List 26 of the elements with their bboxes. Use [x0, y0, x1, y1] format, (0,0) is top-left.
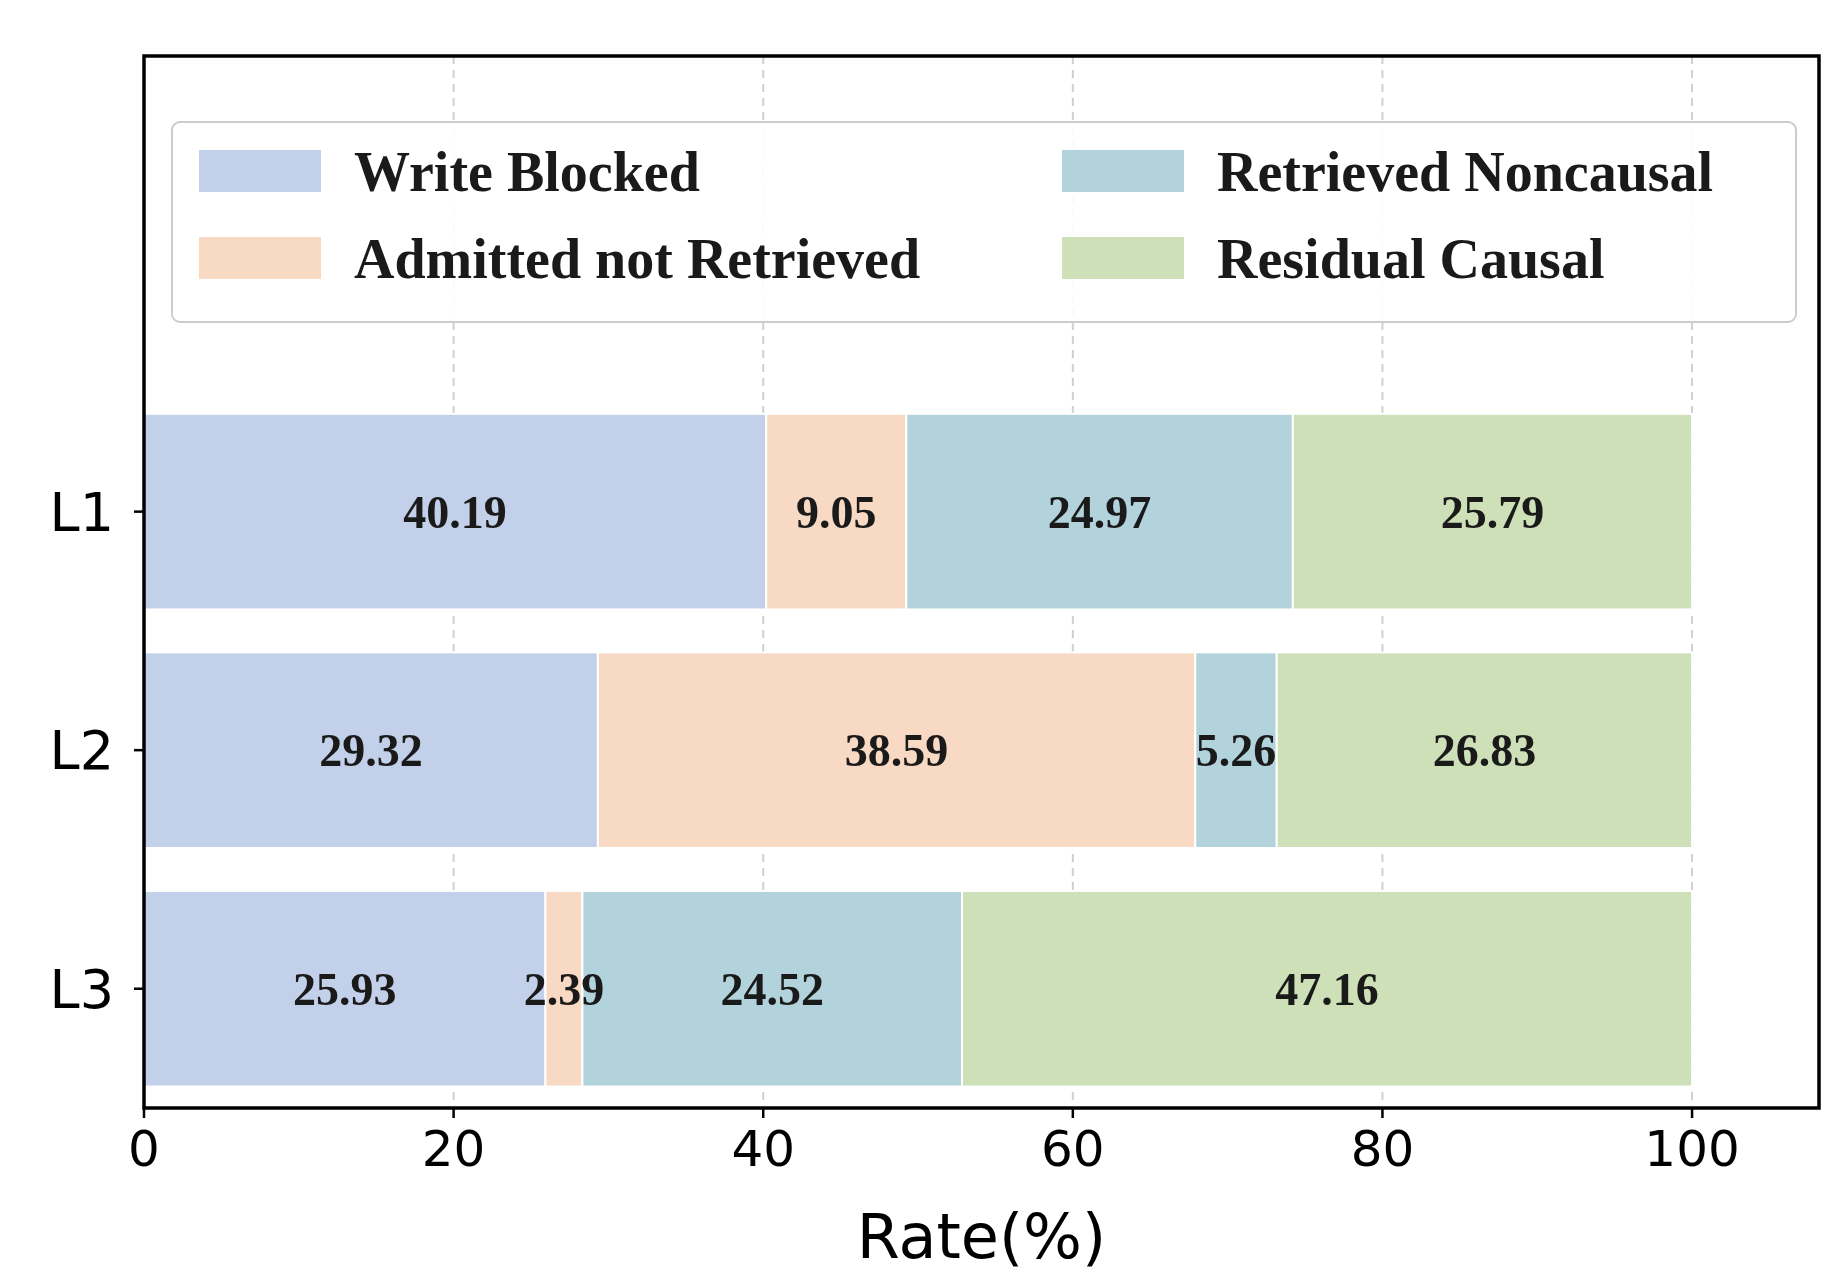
data-label: 38.59	[844, 725, 949, 777]
legend-label: Write Blocked	[354, 140, 700, 203]
x-tick-label: 0	[128, 1120, 160, 1178]
x-axis-title: Rate(%)	[856, 1200, 1107, 1273]
data-label: 29.32	[319, 725, 423, 777]
data-label: 2.39	[523, 963, 605, 1015]
x-tick-label: 20	[421, 1120, 486, 1178]
y-tick-label: L1	[49, 480, 114, 544]
data-label: 24.97	[1047, 486, 1152, 538]
data-label: 26.83	[1432, 725, 1537, 777]
data-label: 25.93	[292, 963, 397, 1015]
x-tick-label: 100	[1644, 1120, 1740, 1178]
legend-label: Retrieved Noncausal	[1217, 140, 1714, 203]
y-tick-label: L3	[49, 957, 114, 1021]
data-label: 47.16	[1275, 963, 1379, 1015]
data-label: 40.19	[403, 486, 507, 538]
legend-label: Admitted not Retrieved	[354, 227, 921, 290]
legend-label: Residual Causal	[1217, 227, 1605, 290]
data-label: 9.05	[795, 486, 877, 538]
data-label: 5.26	[1195, 725, 1277, 777]
x-tick-label: 80	[1350, 1120, 1415, 1178]
x-tick-label: 60	[1041, 1120, 1105, 1178]
data-label: 24.52	[720, 963, 824, 1015]
data-label: 25.79	[1440, 486, 1545, 538]
x-tick-label: 40	[731, 1120, 796, 1178]
y-tick-label: L2	[49, 719, 114, 783]
